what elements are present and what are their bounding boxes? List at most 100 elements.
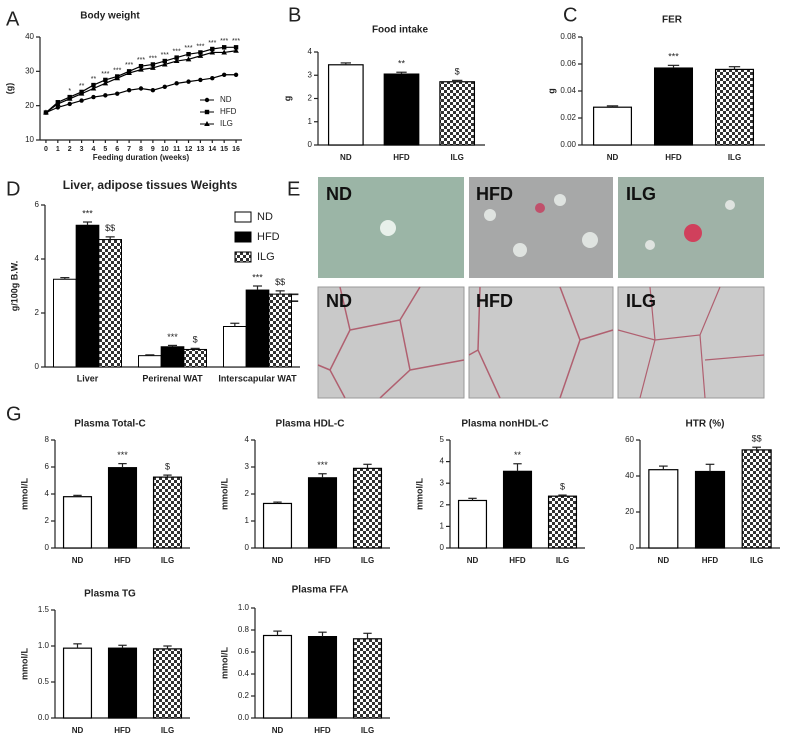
x-tick-label: HFD [665,153,682,162]
panel-label: E [287,178,300,200]
significance-label: *** [149,55,157,62]
significance-label: *** [184,45,192,52]
y-tick-label: 4 [308,47,313,56]
marker [114,75,121,81]
x-tick-label: 14 [208,146,216,153]
legend-label: ND [257,211,273,223]
panel-label: A [6,8,20,30]
marker [233,47,239,53]
y-tick-label: 0 [440,543,445,552]
series-line [45,74,237,114]
x-tick-label: ILG [556,556,569,565]
significance-label: $ [560,481,565,491]
x-tick-label: HFD [393,153,410,162]
significance-label: *** [117,450,128,460]
significance-label: *** [252,272,263,282]
y-tick-label: 60 [625,435,634,444]
significance-label: *** [167,332,178,342]
panel-label: D [6,178,20,200]
marker [150,62,156,67]
bar [439,81,476,146]
bar [307,477,338,549]
x-tick-label: Perirenal WAT [142,373,203,383]
y-tick-label: 5 [440,435,445,444]
x-tick-label: HFD [314,556,331,565]
x-tick-label: ILG [450,153,463,162]
x-tick-label: ILG [728,153,741,162]
x-tick-label: ND [340,153,352,162]
significance-label: *** [82,208,93,218]
panel-label: G [6,403,22,425]
x-tick-label: 3 [80,146,84,153]
marker [233,72,239,77]
significance-label: $ [455,67,460,77]
legend-swatch [234,231,252,243]
y-tick-label: 0.0 [238,713,250,722]
y-tick-label: 30 [25,66,34,75]
marker [162,58,167,64]
micrograph [469,177,613,278]
marker [91,82,96,88]
x-tick-label: ND [467,556,479,565]
x-tick-label: ILG [161,726,174,733]
marker [67,101,72,107]
x-tick-label: 9 [151,146,155,153]
bar [547,495,578,549]
bar [714,68,755,146]
y-tick-label: 0 [35,362,40,371]
significance-label: *** [137,57,145,64]
y-tick-label: 3 [245,462,250,471]
x-tick-label: ILG [161,556,174,565]
bar [98,239,123,368]
bar [592,106,633,146]
x-tick-label: Liver [77,373,99,383]
marker [210,46,215,52]
y-tick-label: 0.5 [38,677,50,686]
y-axis-label: mmol/L [414,478,424,511]
bar [457,499,488,549]
marker [185,56,192,62]
x-tick-label: 13 [197,146,205,153]
x-tick-label: 10 [161,146,169,153]
chart-title: Plasma Total-C [74,419,146,430]
y-tick-label: 1 [308,117,313,126]
marker [161,61,168,67]
bar [62,496,93,549]
y-tick-label: 0.0 [38,713,50,722]
x-tick-label: HFD [114,726,131,733]
x-tick-label: HFD [702,556,719,565]
legend-label: HFD [257,231,280,243]
marker [186,51,191,57]
y-tick-label: 8 [45,435,50,444]
x-tick-label: HFD [314,726,331,733]
significance-label: *** [232,38,240,45]
y-tick-label: 0.06 [560,59,576,68]
x-tick-label: ILG [361,556,374,565]
micrograph [617,286,765,399]
x-tick-label: 2 [68,146,72,153]
significance-label: *** [208,40,216,47]
bar [694,470,726,549]
x-tick-label: 8 [139,146,143,153]
marker [174,81,179,86]
y-tick-label: 3 [440,478,445,487]
bar [741,449,772,549]
chart-title: Food intake [372,25,429,36]
group-label: ND [326,291,352,311]
bar [262,502,293,549]
bar [327,64,364,146]
bar [262,634,293,719]
x-tick-label: 1 [56,146,60,153]
group-label: HFD [476,291,513,311]
marker [55,100,61,106]
x-tick-label: ND [658,556,670,565]
bar [648,469,679,549]
y-tick-label: 1 [440,522,445,531]
bar [223,326,247,368]
chart-title: Plasma TG [84,589,136,600]
x-tick-label: 5 [103,146,107,153]
micrograph [468,286,614,399]
chart-title: Body weight [80,11,140,22]
y-tick-label: 40 [25,32,34,41]
x-tick-label: HFD [509,556,526,565]
